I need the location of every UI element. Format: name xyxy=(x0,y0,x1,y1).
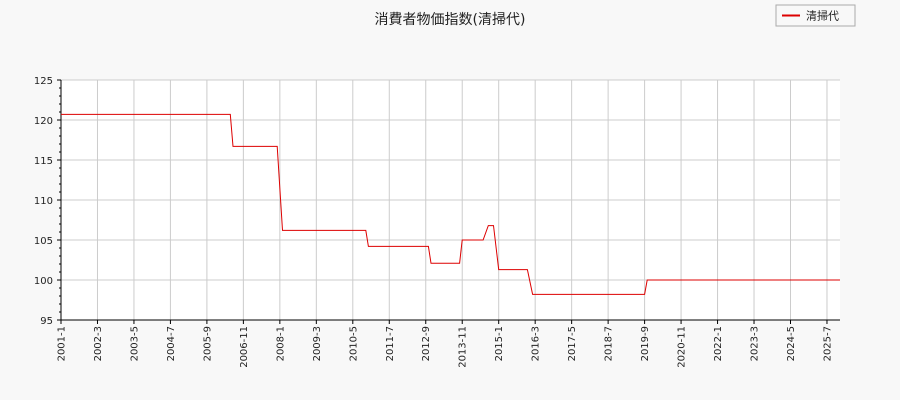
x-tick-label: 2015-1 xyxy=(494,326,505,361)
x-tick-label: 2020-11 xyxy=(677,326,688,368)
x-tick-label: 2009-3 xyxy=(312,326,323,361)
x-tick-label: 2013-11 xyxy=(458,326,469,368)
x-tick-label: 2010-5 xyxy=(348,326,359,361)
series-line xyxy=(61,113,840,295)
x-tick-label: 2019-9 xyxy=(640,326,651,361)
grid xyxy=(60,79,840,321)
x-axis-ticks: 2001-1 2002-3 2003-5 2004-7 2005-9 2006-11 200… xyxy=(57,320,833,368)
y-tick-label: 105 xyxy=(34,236,53,247)
x-tick-label: 2002-3 xyxy=(93,326,104,361)
y-tick-label: 125 xyxy=(34,76,53,87)
x-tick-label: 2006-11 xyxy=(239,326,250,368)
x-tick-label: 2022-1 xyxy=(713,326,724,361)
x-tick-label: 2005-9 xyxy=(202,326,213,361)
y-axis-ticks: 95 100 105 110 115 120 125 xyxy=(34,76,61,327)
x-tick-label: 2016-3 xyxy=(531,326,542,361)
x-tick-label: 2012-9 xyxy=(421,326,432,361)
x-tick-label: 2025-7 xyxy=(822,326,833,361)
y-tick-label: 100 xyxy=(34,276,53,287)
x-tick-label: 2003-5 xyxy=(129,326,140,361)
legend-box xyxy=(775,4,856,27)
x-tick-label: 2024-5 xyxy=(786,326,797,361)
legend-label: 清掃代 xyxy=(806,9,839,23)
y-tick-label: 110 xyxy=(34,196,53,207)
chart-title: 消費者物価指数(清掃代) xyxy=(375,11,526,28)
x-tick-label: 2004-7 xyxy=(166,326,177,361)
x-tick-label: 2011-7 xyxy=(385,326,396,361)
x-tick-label: 2001-1 xyxy=(57,326,68,361)
y-tick-label: 120 xyxy=(34,116,53,127)
series-group xyxy=(61,113,840,295)
legend: 清掃代 xyxy=(775,4,856,27)
x-tick-label: 2017-5 xyxy=(567,326,578,361)
y-tick-label: 115 xyxy=(34,156,53,167)
x-tick-label: 2018-7 xyxy=(604,326,615,361)
x-tick-label: 2008-1 xyxy=(275,326,286,361)
y-tick-label: 95 xyxy=(40,316,53,327)
x-tick-label: 2023-3 xyxy=(750,326,761,361)
